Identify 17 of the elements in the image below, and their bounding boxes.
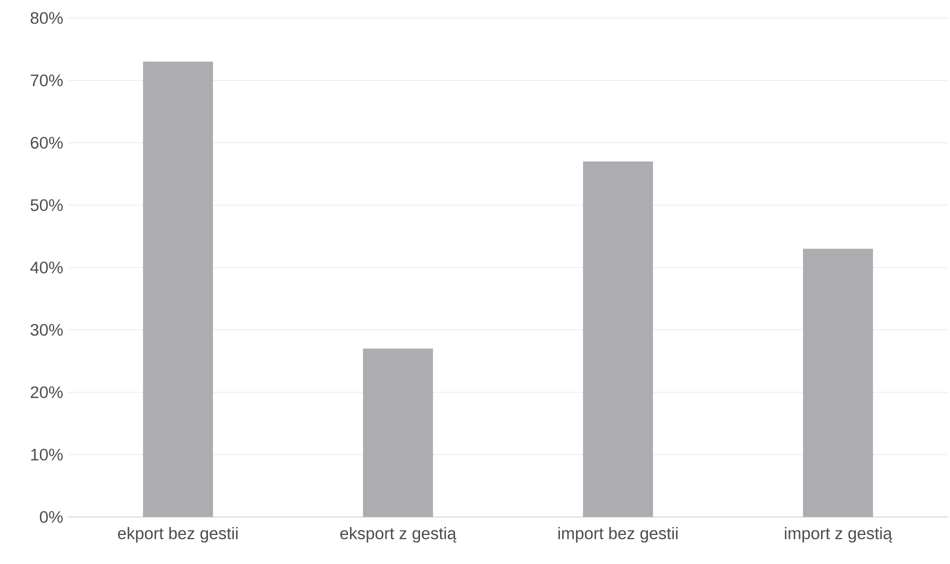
x-tick-label: import z gestią <box>784 527 892 543</box>
y-tick-label: 20% <box>30 386 63 398</box>
y-tick-label: 70% <box>30 74 63 86</box>
y-tick-label: 40% <box>30 262 63 274</box>
y-tick-label: 80% <box>30 12 63 24</box>
y-tick-label: 60% <box>30 136 63 149</box>
bar <box>802 248 873 517</box>
bar <box>143 62 214 517</box>
y-tick-label: 50% <box>30 199 63 212</box>
bar <box>583 161 653 517</box>
y-tick-label: 10% <box>31 448 63 461</box>
x-tick-label: eksport z gestią <box>340 527 456 543</box>
x-tick-label: ekport bez gestii <box>118 527 238 543</box>
x-tick-label: import bez gestii <box>558 527 678 543</box>
y-tick-label: 0% <box>40 511 63 523</box>
bar <box>363 348 434 517</box>
y-tick-label: 30% <box>30 324 63 336</box>
